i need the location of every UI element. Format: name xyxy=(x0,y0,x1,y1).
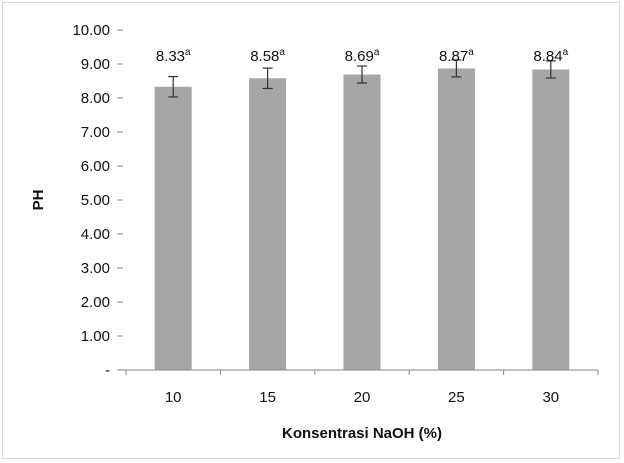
x-tick-label: 10 xyxy=(165,389,182,406)
bar xyxy=(249,78,287,370)
bar xyxy=(437,68,475,371)
y-tick-label: 7.00 xyxy=(81,124,110,141)
x-tick-label: 30 xyxy=(542,389,559,406)
y-tick-label: 2.00 xyxy=(81,294,110,311)
y-tick-label: - xyxy=(105,362,110,379)
y-tick-label: 8.00 xyxy=(81,90,110,107)
y-axis-title: PH xyxy=(30,190,47,211)
y-tick-label: 4.00 xyxy=(81,226,110,243)
y-tick-label: 5.00 xyxy=(81,192,110,209)
chart-frame xyxy=(2,2,620,459)
bar xyxy=(154,86,192,370)
x-tick-label: 20 xyxy=(354,389,371,406)
data-label: 8.69a xyxy=(345,47,380,65)
x-axis-title: Konsentrasi NaOH (%) xyxy=(282,425,442,442)
y-tick-label: 9.00 xyxy=(81,56,110,73)
data-labels: 8.33a 8.58a 8.69a 8.87a 8.84a xyxy=(156,47,569,65)
bar xyxy=(343,74,381,370)
data-label: 8.84a xyxy=(533,47,568,65)
bars xyxy=(154,68,570,371)
y-tick-label: 3.00 xyxy=(81,260,110,277)
error-bars xyxy=(168,59,556,98)
x-tick-label: 25 xyxy=(448,389,465,406)
bar xyxy=(532,69,570,370)
data-label: 8.58a xyxy=(250,47,285,65)
y-axis-ticks: - 1.00 2.00 3.00 4.00 5.00 6.00 7.00 8.00 9.00 10.… xyxy=(72,22,123,379)
data-label: 8.87a xyxy=(439,47,474,65)
x-axis-ticks: 10 15 20 25 30 xyxy=(125,370,599,406)
data-label: 8.33a xyxy=(156,47,191,65)
x-tick-label: 15 xyxy=(259,389,276,406)
y-tick-label: 6.00 xyxy=(81,158,110,175)
y-tick-label: 1.00 xyxy=(81,328,110,345)
y-tick-label: 10.00 xyxy=(72,22,110,39)
